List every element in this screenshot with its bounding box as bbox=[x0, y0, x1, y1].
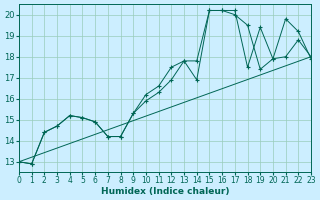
X-axis label: Humidex (Indice chaleur): Humidex (Indice chaleur) bbox=[101, 187, 229, 196]
